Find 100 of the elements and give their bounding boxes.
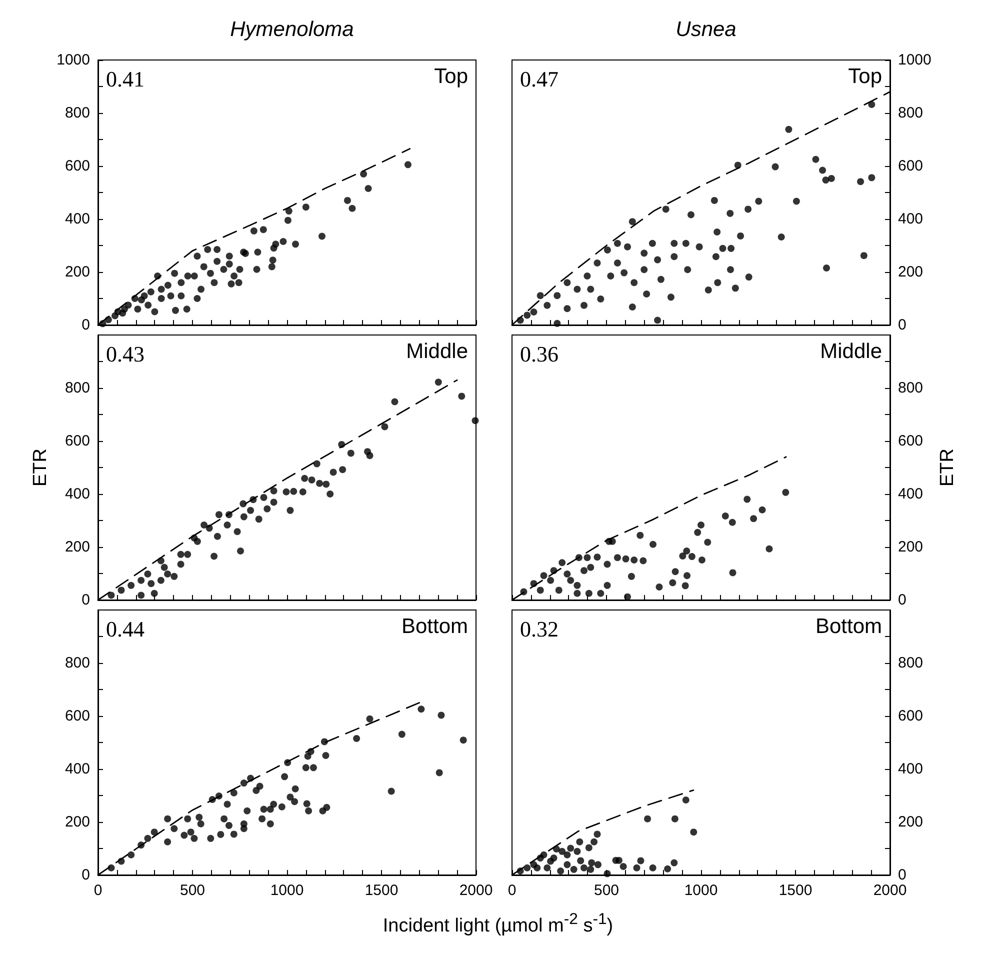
- point: [620, 863, 627, 870]
- annotation: Bottom: [401, 615, 468, 638]
- point: [190, 834, 198, 842]
- y-tick-label: 0: [898, 316, 906, 334]
- point: [322, 752, 330, 759]
- point: [750, 515, 758, 522]
- point: [633, 864, 640, 872]
- point: [270, 800, 278, 808]
- point: [584, 554, 591, 562]
- point: [698, 556, 706, 564]
- point: [644, 815, 652, 822]
- point: [628, 572, 635, 580]
- point: [118, 586, 125, 594]
- y-tick-label: 600: [64, 432, 90, 450]
- x-tick-label: 2000: [459, 882, 493, 899]
- point: [305, 807, 312, 814]
- point: [234, 528, 241, 536]
- point: [255, 516, 262, 523]
- x-axis-title: Incident light (µmol m$^{-2}$ s$^{-1}$): [382, 911, 614, 938]
- point: [292, 785, 299, 792]
- point: [187, 828, 194, 836]
- point: [230, 830, 238, 838]
- x-tick-label: 0: [94, 882, 102, 899]
- point: [594, 861, 602, 868]
- y-tick-label: 600: [898, 158, 924, 174]
- point: [594, 830, 601, 838]
- point: [564, 861, 571, 868]
- y-tick-label: 400: [64, 486, 90, 502]
- point: [472, 417, 479, 424]
- y-tick-label: 0: [82, 316, 90, 334]
- point: [564, 851, 571, 858]
- point: [636, 532, 644, 539]
- point: [108, 592, 115, 599]
- point: [240, 500, 247, 508]
- point: [679, 552, 686, 560]
- point: [688, 553, 696, 560]
- point: [240, 513, 248, 520]
- annotation: 0.41: [106, 66, 144, 92]
- annotation: Middle: [406, 340, 468, 363]
- point: [728, 518, 736, 526]
- point: [220, 815, 228, 822]
- point: [184, 550, 192, 558]
- point: [669, 579, 676, 586]
- point: [671, 815, 678, 822]
- y-tick-label: 600: [898, 708, 924, 724]
- annotation: 0.36: [520, 342, 558, 366]
- point: [672, 568, 679, 576]
- point: [577, 857, 584, 864]
- y-tick-label: 400: [898, 210, 924, 228]
- point: [460, 736, 467, 744]
- point: [434, 378, 442, 386]
- point: [698, 522, 704, 529]
- point: [630, 556, 638, 564]
- point: [180, 832, 188, 839]
- y-tick-label: 800: [898, 654, 924, 672]
- point: [597, 590, 604, 597]
- annotation: Bottom: [815, 615, 882, 638]
- point: [722, 512, 729, 520]
- point: [247, 506, 254, 514]
- point: [240, 780, 248, 787]
- point: [418, 706, 425, 713]
- point: [670, 859, 678, 866]
- point: [128, 582, 135, 589]
- point: [558, 848, 566, 855]
- x-tick-label: 0: [508, 882, 516, 899]
- point: [196, 814, 203, 821]
- y-tick-label: 600: [898, 432, 924, 450]
- x-tick-label: 1500: [778, 882, 812, 899]
- y-tick-label: 800: [898, 380, 924, 396]
- point: [547, 576, 554, 584]
- point: [683, 547, 690, 554]
- point: [640, 557, 647, 564]
- point: [322, 480, 330, 488]
- point: [366, 452, 374, 460]
- point: [458, 392, 466, 400]
- point: [353, 735, 360, 742]
- point: [316, 480, 324, 487]
- point: [622, 555, 630, 562]
- point: [587, 866, 594, 873]
- point: [148, 580, 155, 588]
- point: [587, 564, 594, 571]
- point: [540, 851, 548, 858]
- point: [436, 769, 443, 776]
- point: [536, 586, 544, 594]
- point: [580, 864, 588, 872]
- point: [225, 822, 232, 829]
- annotation: Top: [848, 65, 882, 88]
- x-tick-label: 500: [594, 882, 620, 899]
- y-tick-label: 0: [898, 592, 906, 608]
- point: [574, 590, 581, 597]
- point: [197, 820, 204, 828]
- point: [576, 838, 584, 846]
- point: [157, 576, 164, 584]
- y-tick-label: 200: [898, 538, 924, 556]
- point: [704, 538, 712, 546]
- point: [128, 851, 135, 858]
- point: [588, 859, 596, 866]
- point: [540, 572, 548, 580]
- x-tick-label: 1000: [270, 882, 304, 899]
- point: [291, 798, 298, 806]
